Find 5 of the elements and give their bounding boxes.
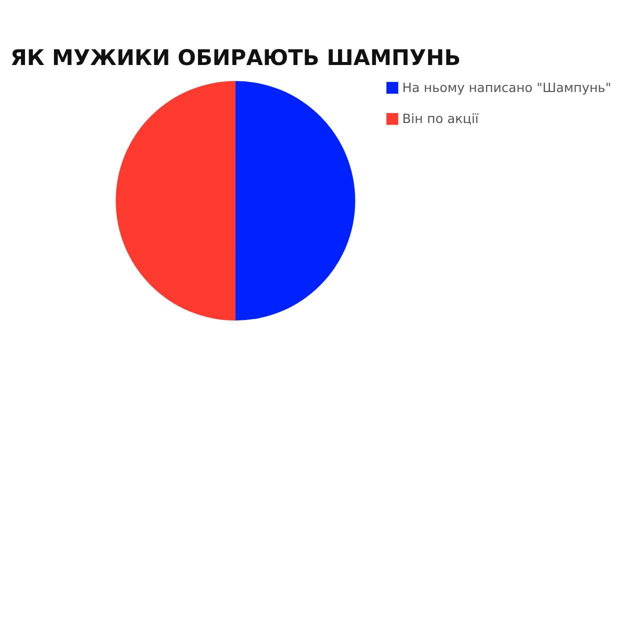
pie-slice [235, 81, 355, 321]
legend-label: Він по акції [402, 112, 479, 127]
pie-slice [116, 81, 236, 321]
legend-label: На ньому написано "Шампунь" [402, 80, 612, 96]
chart-title: ЯК МУЖИКИ ОБИРАЮТЬ ШАМПУНЬ [10, 46, 461, 72]
